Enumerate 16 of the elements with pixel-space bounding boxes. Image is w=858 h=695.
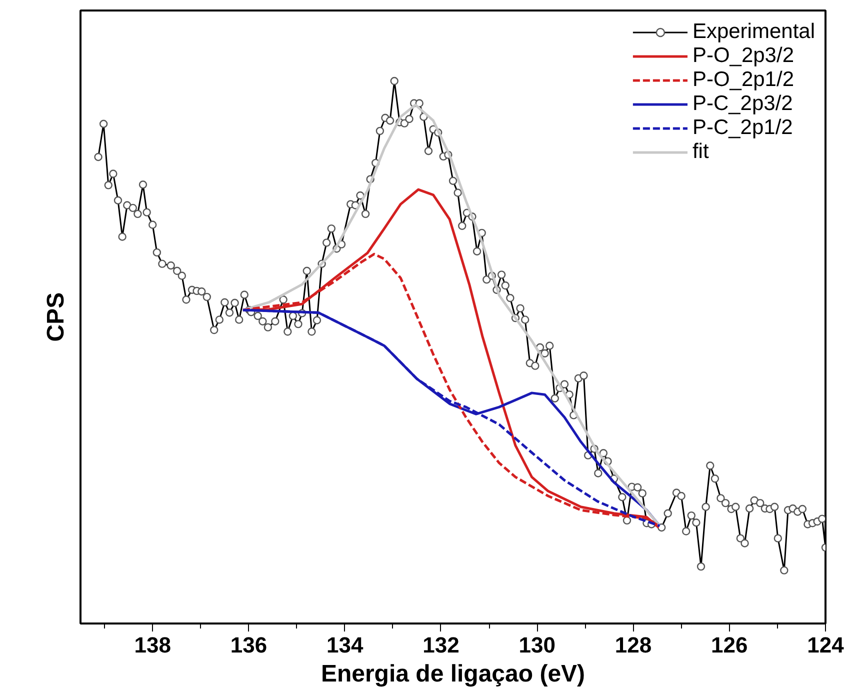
x-tick-label: 130 [518, 632, 556, 658]
x-tick-label: 126 [711, 632, 748, 658]
legend-label: P-O_2p3/2 [692, 44, 794, 68]
x-tick-label: 124 [807, 632, 845, 658]
x-axis-title: Energia de ligaçao (eV) [320, 660, 586, 688]
legend-label: Experimental [692, 20, 815, 44]
x-tick-label: 128 [614, 632, 652, 658]
legend-label: P-O_2p1/2 [692, 68, 794, 92]
x-tick-label: 136 [230, 632, 268, 658]
x-tick-label: 134 [326, 632, 364, 658]
x-tick-label: 132 [422, 632, 460, 658]
y-axis-title: CPS [42, 292, 70, 342]
legend-label: P-C_2p3/2 [692, 92, 793, 116]
x-tick-label: 138 [134, 632, 171, 658]
legend-label: fit [692, 140, 710, 164]
legend-label: P-C_2p1/2 [692, 116, 793, 140]
